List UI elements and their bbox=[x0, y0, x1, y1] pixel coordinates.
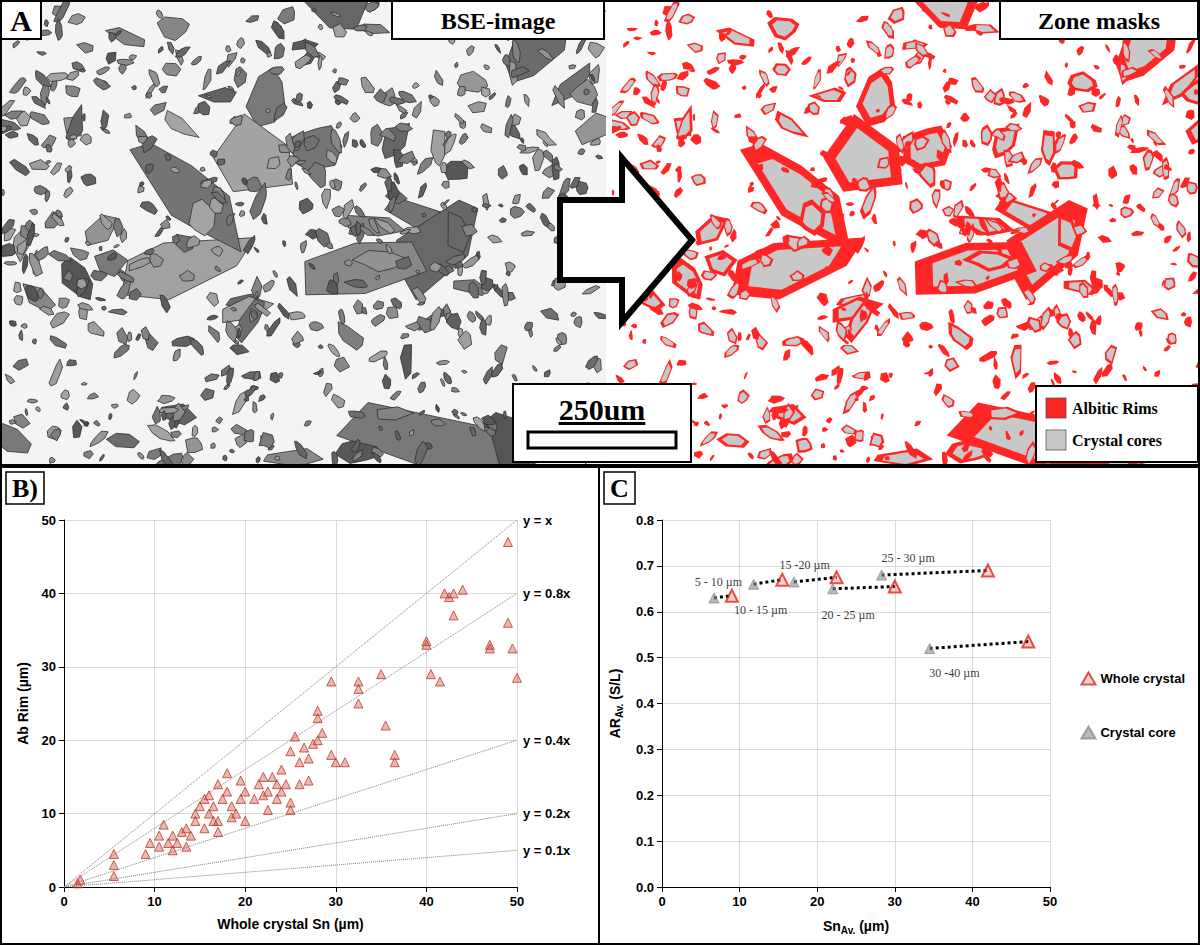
svg-text:0.4: 0.4 bbox=[636, 696, 655, 711]
svg-text:y = 0.8x: y = 0.8x bbox=[523, 586, 571, 601]
svg-text:y = x: y = x bbox=[523, 513, 553, 528]
svg-text:A: A bbox=[10, 4, 32, 37]
svg-text:0.2: 0.2 bbox=[636, 788, 654, 803]
svg-text:Crystal core: Crystal core bbox=[1100, 725, 1175, 740]
svg-text:0.3: 0.3 bbox=[636, 742, 654, 757]
svg-text:0.1: 0.1 bbox=[636, 834, 654, 849]
svg-text:Zone masks: Zone masks bbox=[1038, 8, 1160, 34]
svg-text:0.8: 0.8 bbox=[636, 513, 654, 528]
svg-text:30: 30 bbox=[329, 894, 343, 909]
svg-text:B): B) bbox=[12, 474, 38, 503]
svg-text:10: 10 bbox=[147, 894, 161, 909]
svg-text:40: 40 bbox=[42, 586, 56, 601]
svg-text:25 - 30 µm: 25 - 30 µm bbox=[882, 551, 936, 565]
svg-text:10: 10 bbox=[732, 894, 746, 909]
svg-text:20: 20 bbox=[42, 733, 56, 748]
svg-text:(µm): (µm) bbox=[855, 918, 889, 934]
svg-text:0.6: 0.6 bbox=[636, 604, 654, 619]
svg-text:Albitic Rims: Albitic Rims bbox=[1072, 400, 1158, 417]
svg-text:5 - 10 µm: 5 - 10 µm bbox=[695, 575, 743, 589]
svg-text:15 -20 µm: 15 -20 µm bbox=[779, 558, 830, 572]
svg-text:30: 30 bbox=[42, 659, 56, 674]
svg-text:(S/L): (S/L) bbox=[607, 669, 623, 704]
svg-text:0.0: 0.0 bbox=[636, 880, 654, 895]
svg-text:y = 0.1x: y = 0.1x bbox=[523, 843, 571, 858]
svg-text:y = 0.4x: y = 0.4x bbox=[523, 733, 571, 748]
svg-text:30 -40 µm: 30 -40 µm bbox=[929, 666, 980, 680]
svg-text:0: 0 bbox=[49, 880, 56, 895]
svg-text:Ab Rim (µm): Ab Rim (µm) bbox=[15, 662, 31, 745]
svg-text:0.5: 0.5 bbox=[636, 650, 654, 665]
svg-text:10 - 15 µm: 10 - 15 µm bbox=[734, 603, 788, 617]
svg-text:Whole crystal Sn (µm): Whole crystal Sn (µm) bbox=[217, 916, 364, 932]
svg-text:0.7: 0.7 bbox=[636, 558, 654, 573]
svg-text:C: C bbox=[610, 474, 629, 503]
svg-text:y = 0.2x: y = 0.2x bbox=[523, 806, 571, 821]
svg-text:20: 20 bbox=[238, 894, 252, 909]
svg-text:Av.: Av. bbox=[614, 703, 625, 718]
svg-text:40: 40 bbox=[419, 894, 433, 909]
svg-text:50: 50 bbox=[1043, 894, 1057, 909]
svg-text:20 - 25 µm: 20 - 25 µm bbox=[822, 608, 876, 622]
svg-text:250um: 250um bbox=[559, 393, 646, 426]
svg-text:40: 40 bbox=[965, 894, 979, 909]
svg-text:Sn: Sn bbox=[823, 918, 841, 934]
svg-text:Crystal cores: Crystal cores bbox=[1072, 432, 1162, 450]
svg-text:Whole crystal: Whole crystal bbox=[1100, 671, 1185, 686]
svg-text:20: 20 bbox=[810, 894, 824, 909]
svg-text:0: 0 bbox=[60, 894, 67, 909]
svg-text:50: 50 bbox=[510, 894, 524, 909]
svg-text:Av.: Av. bbox=[841, 925, 856, 936]
svg-text:50: 50 bbox=[42, 513, 56, 528]
svg-text:10: 10 bbox=[42, 806, 56, 821]
svg-text:AR: AR bbox=[607, 718, 623, 738]
svg-text:BSE-image: BSE-image bbox=[441, 8, 556, 34]
svg-text:30: 30 bbox=[888, 894, 902, 909]
svg-text:0: 0 bbox=[658, 894, 665, 909]
